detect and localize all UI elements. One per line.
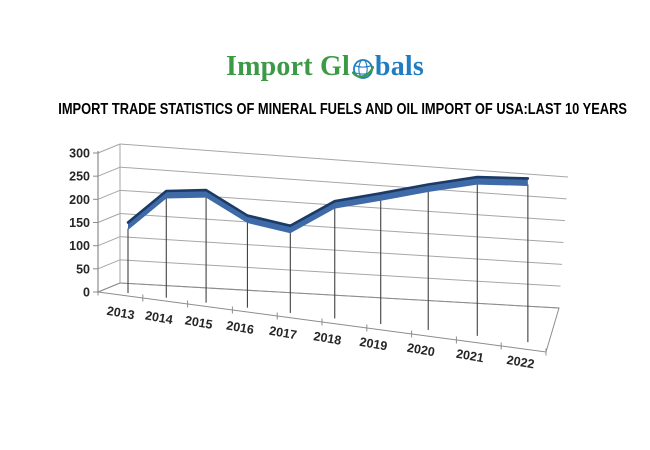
x-tick-label: 2013 [106, 304, 136, 323]
floor-outline [96, 282, 560, 353]
x-tick-label: 2016 [225, 318, 255, 337]
y-tick-label: 100 [69, 239, 90, 253]
y-tick-label: 0 [83, 286, 90, 300]
y-tick-label: 300 [69, 147, 90, 161]
depth-grid-stub [97, 236, 121, 247]
series-ribbon-edge [126, 175, 530, 228]
logo-text-left: Import Gl [226, 51, 350, 82]
x-tick-label: 2020 [406, 341, 436, 360]
grid-line [119, 213, 564, 243]
x-tick-label: 2021 [455, 347, 485, 366]
depth-grid-stub [97, 213, 121, 223]
x-tick-label: 2017 [268, 324, 298, 343]
x-tick-label: 2014 [144, 308, 174, 327]
y-tick-label: 150 [69, 216, 90, 230]
grid-line [119, 236, 563, 265]
depth-grid-stub [97, 143, 121, 154]
depth-grid-stub [97, 166, 121, 177]
chart-heading: IMPORT TRADE STATISTICS OF MINERAL FUELS… [0, 101, 650, 119]
grid-line [119, 166, 567, 200]
y-tick-label: 50 [76, 262, 90, 276]
y-tick-label: 200 [69, 193, 90, 207]
logo-text-right: bals [374, 51, 424, 82]
grid-line [119, 259, 561, 287]
x-tick-label: 2022 [506, 353, 536, 372]
globe-icon [351, 59, 374, 79]
grid-line [119, 143, 569, 178]
y-tick-label: 250 [69, 170, 90, 184]
x-tick-label: 2015 [184, 313, 214, 332]
page-title: IMPORT TRADE STATISTICS OF MINERAL FUELS… [58, 101, 627, 118]
x-tick-label: 2019 [359, 335, 389, 354]
depth-grid-stub [97, 259, 121, 270]
x-tick-label: 2018 [313, 329, 343, 348]
brand-logo: Import Gl bals [0, 50, 650, 84]
depth-grid-stub [97, 189, 121, 200]
